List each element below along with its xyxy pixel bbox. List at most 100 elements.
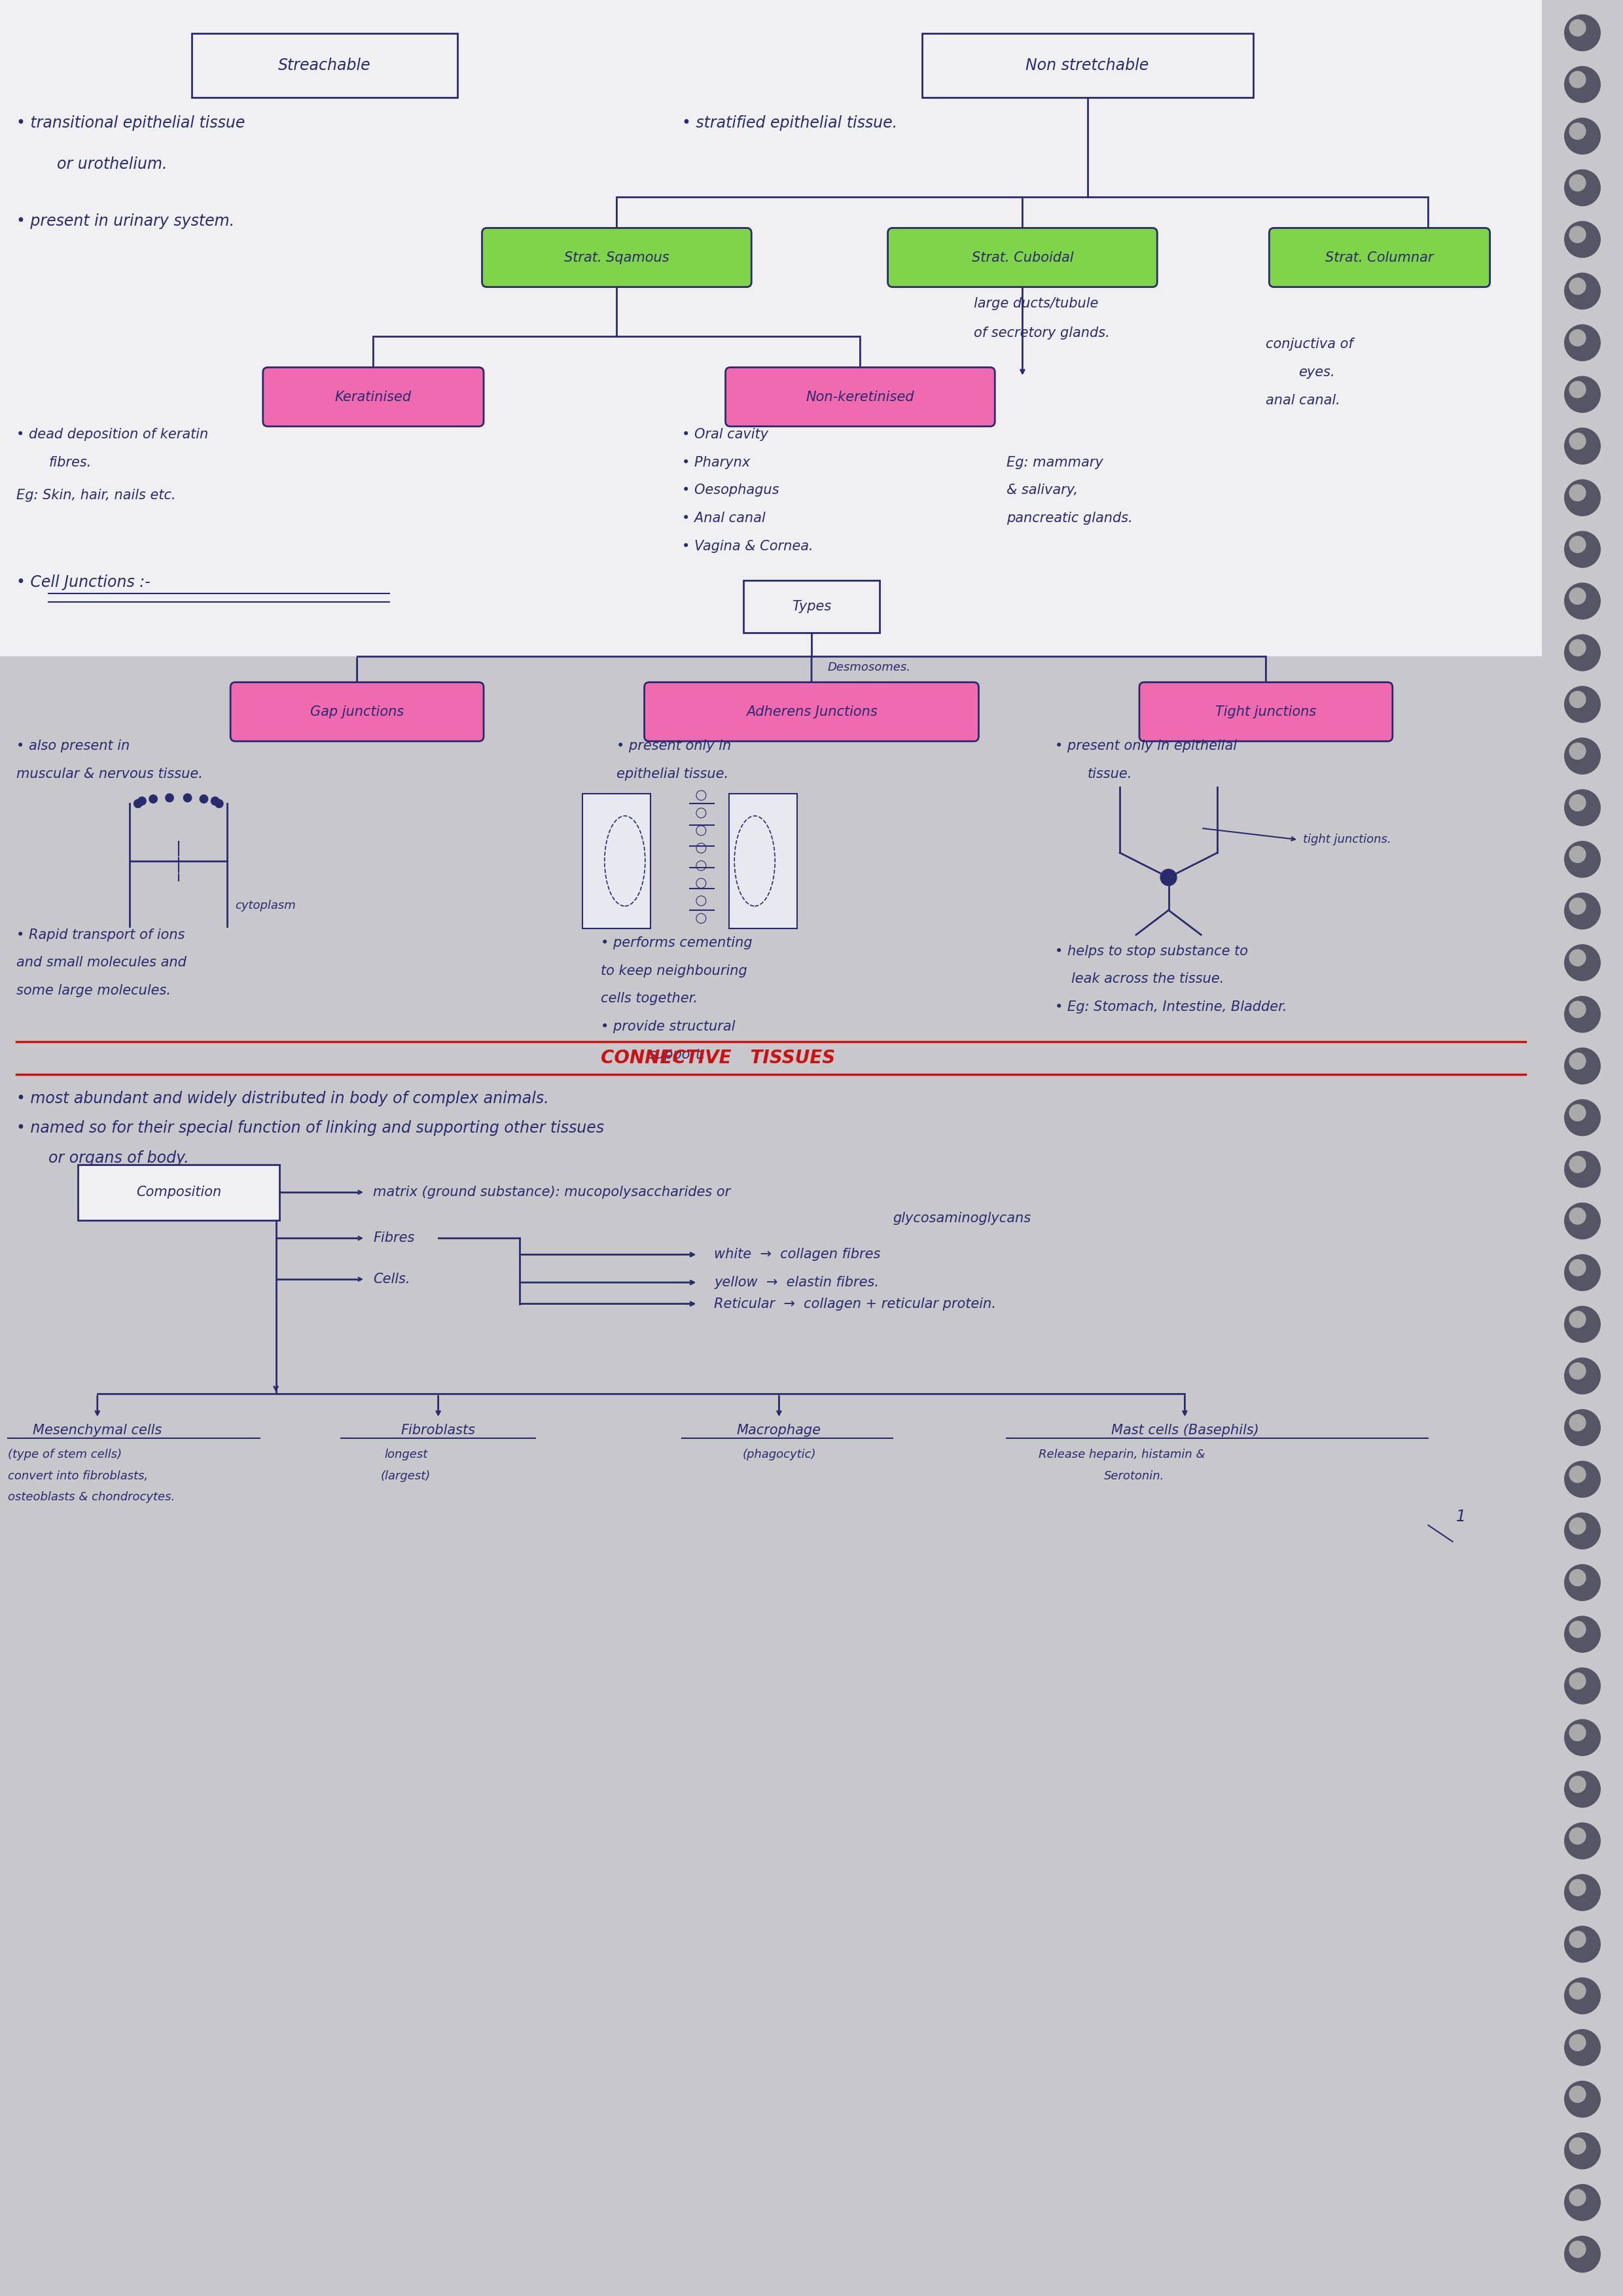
Circle shape (1565, 840, 1600, 877)
Circle shape (1569, 2138, 1586, 2154)
Circle shape (1565, 634, 1600, 670)
Circle shape (1569, 537, 1586, 553)
FancyBboxPatch shape (0, 0, 1542, 657)
FancyBboxPatch shape (230, 682, 484, 742)
Circle shape (1569, 588, 1586, 604)
Text: Keratinised: Keratinised (334, 390, 412, 404)
Circle shape (1565, 220, 1600, 257)
Circle shape (1565, 1460, 1600, 1497)
Text: Strat. Sqamous: Strat. Sqamous (565, 250, 669, 264)
Text: tight junctions.: tight junctions. (1303, 833, 1391, 845)
Circle shape (1569, 2241, 1586, 2257)
Circle shape (1569, 1104, 1586, 1120)
Circle shape (1569, 1208, 1586, 1224)
Text: & salivary,: & salivary, (1006, 484, 1078, 496)
Circle shape (1569, 1001, 1586, 1017)
Text: Adherens Junctions: Adherens Junctions (747, 705, 876, 719)
Circle shape (200, 794, 208, 804)
Circle shape (1565, 1720, 1600, 1756)
Text: Desmosomes.: Desmosomes. (828, 661, 911, 673)
Circle shape (1565, 1513, 1600, 1550)
Text: • transitional epithelial tissue: • transitional epithelial tissue (16, 115, 245, 131)
Circle shape (1569, 2190, 1586, 2206)
FancyBboxPatch shape (729, 794, 797, 928)
Circle shape (1565, 427, 1600, 464)
Circle shape (1569, 174, 1586, 191)
Circle shape (166, 794, 174, 801)
Text: • also present in: • also present in (16, 739, 130, 753)
Text: matrix (ground substance): mucopolysaccharides or: matrix (ground substance): mucopolysacch… (373, 1185, 730, 1199)
Circle shape (1569, 1828, 1586, 1844)
Circle shape (1569, 1518, 1586, 1534)
Text: muscular & nervous tissue.: muscular & nervous tissue. (16, 767, 203, 781)
Text: Reticular  →  collagen + reticular protein.: Reticular → collagen + reticular protein… (714, 1297, 997, 1311)
Text: Streachable: Streachable (278, 57, 372, 73)
Circle shape (1569, 1054, 1586, 1070)
Circle shape (138, 797, 146, 806)
Text: Strat. Cuboidal: Strat. Cuboidal (972, 250, 1073, 264)
Text: Eg: Skin, hair, nails etc.: Eg: Skin, hair, nails etc. (16, 489, 175, 503)
Circle shape (1569, 1364, 1586, 1380)
Text: large ducts/tubule: large ducts/tubule (974, 296, 1099, 310)
Circle shape (183, 794, 192, 801)
FancyBboxPatch shape (482, 227, 751, 287)
Text: (phagocytic): (phagocytic) (742, 1449, 816, 1460)
Circle shape (1565, 2133, 1600, 2170)
FancyBboxPatch shape (192, 34, 458, 96)
Circle shape (1565, 480, 1600, 517)
Circle shape (1569, 794, 1586, 810)
Circle shape (1569, 1777, 1586, 1793)
Circle shape (1565, 1926, 1600, 1963)
Circle shape (1565, 1306, 1600, 1343)
Text: convert into fibroblasts,: convert into fibroblasts, (8, 1469, 148, 1481)
Circle shape (1565, 1823, 1600, 1860)
Circle shape (1565, 1150, 1600, 1187)
Text: some large molecules.: some large molecules. (16, 985, 170, 996)
Circle shape (1569, 381, 1586, 397)
Text: support.: support. (649, 1047, 706, 1061)
Circle shape (1565, 1977, 1600, 2014)
FancyBboxPatch shape (725, 367, 995, 427)
Circle shape (1565, 790, 1600, 827)
Text: glycosaminoglycans: glycosaminoglycans (893, 1212, 1031, 1226)
Circle shape (1569, 227, 1586, 243)
Circle shape (1569, 1261, 1586, 1277)
Text: Mesenchymal cells: Mesenchymal cells (32, 1424, 162, 1437)
Circle shape (1565, 1254, 1600, 1290)
Text: or organs of body.: or organs of body. (49, 1150, 190, 1166)
Circle shape (1565, 1410, 1600, 1446)
Circle shape (1569, 124, 1586, 140)
Text: • present only in epithelial: • present only in epithelial (1055, 739, 1237, 753)
Text: to keep neighbouring: to keep neighbouring (601, 964, 747, 978)
FancyBboxPatch shape (1139, 682, 1393, 742)
Text: tissue.: tissue. (1087, 767, 1133, 781)
Text: Non-keretinised: Non-keretinised (807, 390, 914, 404)
Text: Strat. Columnar: Strat. Columnar (1326, 250, 1433, 264)
Circle shape (211, 797, 219, 806)
Circle shape (1565, 67, 1600, 103)
Text: • Oral cavity: • Oral cavity (682, 427, 768, 441)
Circle shape (1565, 1564, 1600, 1600)
Circle shape (1565, 1770, 1600, 1807)
Text: (largest): (largest) (381, 1469, 430, 1481)
Circle shape (1569, 1880, 1586, 1896)
Text: Gap junctions: Gap junctions (310, 705, 404, 719)
Circle shape (1565, 893, 1600, 930)
Text: • named so for their special function of linking and supporting other tissues: • named so for their special function of… (16, 1120, 604, 1137)
Text: Fibroblasts: Fibroblasts (401, 1424, 476, 1437)
Circle shape (1569, 1157, 1586, 1173)
Text: leak across the tissue.: leak across the tissue. (1071, 974, 1224, 985)
Text: conjuctiva of: conjuctiva of (1266, 338, 1354, 351)
Circle shape (1565, 530, 1600, 567)
Text: anal canal.: anal canal. (1266, 393, 1341, 406)
Text: • most abundant and widely distributed in body of complex animals.: • most abundant and widely distributed i… (16, 1091, 549, 1107)
Circle shape (1569, 1674, 1586, 1690)
FancyBboxPatch shape (743, 581, 880, 634)
Circle shape (1565, 377, 1600, 413)
Circle shape (1569, 1984, 1586, 2000)
Circle shape (1569, 691, 1586, 707)
Text: • provide structural: • provide structural (601, 1019, 735, 1033)
Text: • Pharynx: • Pharynx (682, 457, 750, 468)
Circle shape (1569, 331, 1586, 347)
Text: eyes.: eyes. (1298, 365, 1334, 379)
